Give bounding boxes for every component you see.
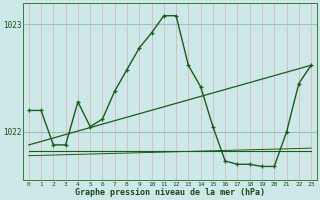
- X-axis label: Graphe pression niveau de la mer (hPa): Graphe pression niveau de la mer (hPa): [75, 188, 265, 197]
